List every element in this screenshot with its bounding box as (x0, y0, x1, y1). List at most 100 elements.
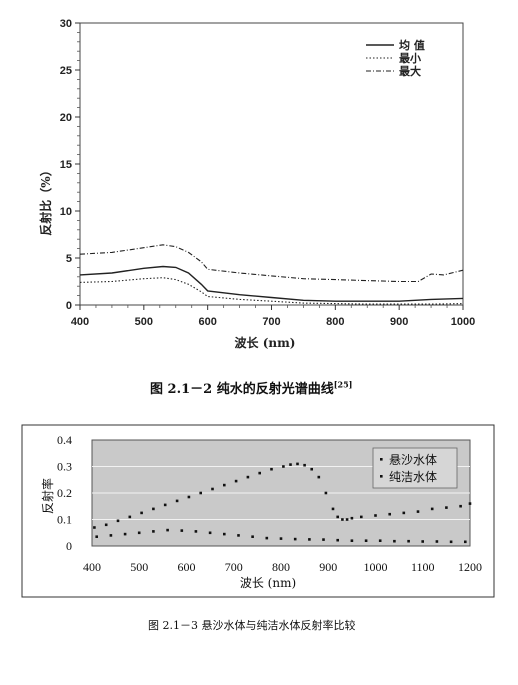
x-tick-label: 400 (71, 316, 89, 328)
series-1-point (360, 515, 363, 519)
series-1-point (296, 462, 299, 466)
series-1-point (140, 511, 143, 515)
y-tick-label: 0.4 (57, 433, 72, 447)
series-2-point (293, 537, 297, 541)
series-1-point (336, 515, 339, 519)
y-tick-label: 0 (66, 539, 72, 553)
x-tick-label: 1000 (364, 560, 388, 574)
series-1-point (310, 467, 313, 471)
y-tick-label: 5 (66, 253, 72, 265)
series-2-point (208, 531, 212, 535)
series-line-1 (79, 265, 464, 302)
series-line-3 (79, 244, 464, 283)
series-1-point (459, 504, 462, 508)
legend-label: 最大 (399, 64, 421, 78)
series-2-point (123, 532, 127, 536)
x-axis-label: 波长 (nm) (240, 576, 296, 590)
series-2-point (364, 539, 368, 542)
y-tick-label: 25 (60, 65, 72, 77)
x-tick-label: 600 (178, 560, 196, 574)
series-1-point (416, 510, 420, 513)
x-tick-label: 700 (225, 560, 243, 574)
x-tick-label: 800 (326, 316, 344, 328)
y-tick-label: 10 (60, 206, 72, 218)
series-1-point (282, 465, 285, 468)
series-1-point (331, 507, 335, 511)
series-1-point (402, 511, 406, 515)
y-tick-label: 15 (60, 159, 72, 171)
legend-box (372, 447, 458, 489)
series-1-point (163, 503, 167, 507)
caption-reference: [25] (333, 379, 353, 390)
series-1-point (317, 475, 321, 479)
series-2-point (137, 531, 141, 535)
series-2-point (350, 539, 354, 542)
series-2-point (180, 529, 184, 532)
x-tick-label: 700 (262, 316, 280, 328)
series-2-point (223, 532, 226, 536)
series-2-point (449, 540, 453, 544)
series-2-point (95, 535, 98, 538)
series-lines (79, 244, 464, 305)
legend-label: 最小 (399, 51, 421, 65)
series-1-point (445, 506, 448, 509)
series-2-point (322, 538, 325, 541)
series-2-point (251, 535, 254, 538)
series-1-point (199, 491, 202, 495)
chart-reflectance-pure-water: 0 5 10 15 20 25 30 400 500 600 700 800 900 1000 均 值最… (38, 18, 475, 350)
series-1-point (341, 518, 344, 521)
series-2-point (421, 540, 424, 543)
figure-frame (21, 424, 495, 598)
x-tick-label: 900 (319, 560, 337, 574)
figure-caption-1: 图 2.1－2 纯水的反射光谱曲线[25] (150, 378, 352, 397)
series-1-point (270, 467, 273, 471)
series-points (93, 462, 472, 544)
series-1-point (374, 514, 377, 517)
y-axis-ticks: 0 5 10 15 20 25 30 (60, 18, 80, 312)
series-1-point (93, 526, 96, 529)
y-tick-label: 0 (66, 300, 72, 312)
y-tick-label: 0.2 (57, 486, 72, 500)
legend-label: 纯洁水体 (389, 470, 437, 484)
series-1-point (303, 463, 306, 467)
x-tick-label: 1000 (451, 316, 475, 328)
series-line-2 (79, 277, 464, 305)
series-2-point (435, 540, 439, 543)
x-tick-label: 500 (130, 560, 148, 574)
series-1-point (258, 471, 261, 475)
series-2-point (464, 540, 467, 544)
figure-caption-2: 图 2.1－3 悬沙水体与纯洁水体反射率比较 (148, 619, 356, 632)
x-tick-label: 800 (272, 560, 290, 574)
x-tick-label: 900 (390, 316, 408, 328)
x-tick-label: 600 (198, 316, 216, 328)
y-tick-label: 30 (60, 18, 72, 30)
y-tick-label: 0.3 (57, 460, 72, 474)
series-2-point (336, 538, 339, 542)
series-1-point (128, 515, 132, 519)
series-2-point (237, 534, 240, 537)
series-2-point (265, 536, 269, 540)
series-2-point (279, 537, 283, 540)
series-2-point (109, 534, 113, 537)
series-1-point (187, 495, 191, 499)
x-tick-label: 1100 (411, 560, 435, 574)
x-tick-label: 500 (135, 316, 153, 328)
x-axis-label: 波长 (nm) (235, 335, 296, 350)
x-axis-ticks: 400 500 600 700 800 900 1000 1100 1200 (83, 560, 482, 574)
series-1-point (289, 463, 292, 466)
caption-text: 图 2.1－2 纯水的反射光谱曲线 (150, 382, 334, 397)
series-1-point (468, 502, 472, 505)
x-axis-ticks: 400 500 600 700 800 900 1000 (71, 305, 475, 328)
y-axis-label: 反射比（%） (38, 164, 53, 235)
legend-marker (380, 458, 383, 461)
series-1-point (246, 475, 250, 479)
series-2-point (194, 530, 198, 533)
series-2-point (407, 539, 410, 543)
x-tick-label: 1200 (458, 560, 482, 574)
legend-label: 均 值 (399, 38, 425, 52)
series-1-point (211, 487, 214, 491)
series-2-point (378, 539, 382, 542)
